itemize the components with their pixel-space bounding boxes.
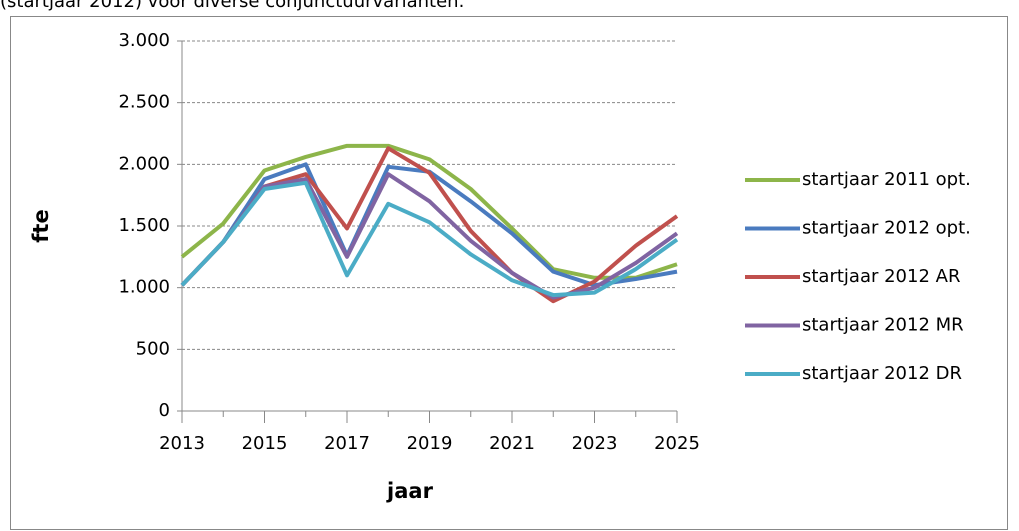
y-tick-label: 2.000 <box>118 153 170 174</box>
series-line <box>180 172 679 300</box>
x-tick-label: 2023 <box>572 433 618 454</box>
x-tick-label: 2017 <box>324 433 370 454</box>
y-tick-label: 500 <box>136 338 170 359</box>
x-tick-label: 2025 <box>654 433 700 454</box>
legend-label: startjaar 2012 AR <box>802 266 960 287</box>
y-axis-label: fte <box>29 209 53 242</box>
legend-label: startjaar 2012 DR <box>802 363 962 384</box>
y-tick-label: 1.000 <box>118 277 170 298</box>
y-tick-label: 2.500 <box>118 92 170 113</box>
x-tick-label: 2013 <box>159 433 205 454</box>
x-tick-label: 2019 <box>407 433 453 454</box>
series-line <box>180 180 679 298</box>
series-line <box>180 143 678 280</box>
caption: (startjaar 2012) voor diverse conjunctuu… <box>0 0 464 12</box>
x-tick-label: 2015 <box>242 433 288 454</box>
legend-label: startjaar 2012 opt. <box>802 218 971 239</box>
x-tick-label: 2021 <box>489 433 535 454</box>
y-tick-label: 1.500 <box>118 215 170 236</box>
y-tick-label: 0 <box>159 400 170 421</box>
legend-label: startjaar 2011 opt. <box>802 169 971 190</box>
y-tick-label: 3.000 <box>118 30 170 51</box>
chart-border <box>10 16 1008 530</box>
x-axis-label: jaar <box>386 479 434 503</box>
legend-label: startjaar 2012 MR <box>802 315 964 336</box>
